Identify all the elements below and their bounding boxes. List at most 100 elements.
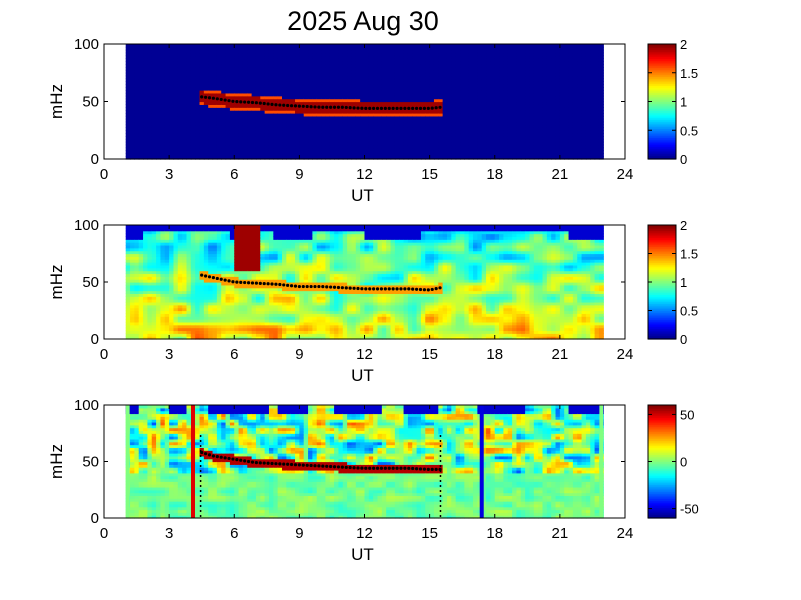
heatmap-cell — [390, 75, 396, 80]
heatmap-cell — [329, 61, 335, 65]
heatmap-cell — [264, 110, 270, 114]
heatmap-cell — [433, 150, 439, 154]
heatmap-cell — [403, 124, 409, 128]
heatmap-cell — [277, 64, 283, 68]
heatmap-cell — [264, 141, 270, 146]
heatmap-cell — [208, 133, 214, 137]
heatmap-cell — [238, 138, 244, 143]
heatmap-cell — [412, 81, 418, 85]
x-tick-label: 9 — [295, 166, 303, 183]
heatmap-cell — [360, 147, 366, 151]
heatmap-cell — [290, 69, 296, 74]
heatmap-cell — [151, 75, 157, 80]
heatmap-cell — [234, 46, 240, 51]
heatmap-cell — [312, 124, 318, 128]
heatmap-cell — [221, 46, 227, 51]
heatmap-cell — [125, 107, 131, 111]
heatmap-cell — [538, 44, 544, 48]
heatmap-cell — [147, 127, 153, 131]
heatmap-cell — [329, 98, 335, 103]
heatmap-cell — [425, 61, 431, 65]
heatmap-cell — [429, 69, 435, 74]
heatmap-cell — [329, 44, 335, 48]
heatmap-cell — [282, 107, 287, 111]
heatmap-cell — [386, 49, 392, 54]
heatmap-cell — [312, 141, 318, 146]
heatmap-cell — [208, 136, 214, 140]
heatmap-cell — [295, 69, 300, 74]
heatmap-cell — [156, 127, 162, 131]
heatmap-cell — [381, 115, 387, 120]
heatmap-cell — [342, 127, 348, 131]
heatmap-cell — [303, 95, 309, 100]
heatmap-cell — [282, 153, 287, 157]
heatmap-cell — [151, 107, 157, 111]
heatmap-cell — [420, 69, 426, 74]
heatmap-cell — [399, 55, 405, 59]
heatmap-cell — [290, 61, 296, 65]
heatmap-cell — [138, 46, 144, 51]
heatmap-cell — [295, 115, 300, 120]
heatmap-cell — [325, 153, 331, 157]
heatmap-cell — [130, 69, 135, 74]
heatmap-cell — [268, 58, 274, 62]
heatmap-cell — [255, 72, 261, 77]
heatmap-cell — [182, 52, 188, 57]
heatmap-cell — [390, 46, 396, 51]
heatmap-cell — [208, 147, 214, 151]
heatmap-cell — [221, 147, 227, 151]
heatmap-cell — [420, 127, 426, 131]
heatmap-cell — [399, 118, 405, 123]
heatmap-cell — [134, 147, 140, 151]
heatmap-cell — [368, 130, 374, 134]
heatmap-cell — [403, 133, 409, 137]
heatmap-cell — [329, 101, 335, 105]
heatmap-cell — [190, 52, 196, 57]
heatmap-cell — [216, 153, 222, 157]
heatmap-cell — [260, 87, 266, 91]
heatmap-cell — [177, 98, 183, 103]
heatmap-cell — [364, 156, 370, 160]
heatmap-cell — [386, 141, 392, 146]
heatmap-cell — [290, 130, 296, 134]
heatmap-cell — [338, 81, 344, 85]
heatmap-cell — [268, 107, 274, 111]
heatmap-cell — [203, 55, 209, 59]
heatmap-cell — [216, 72, 222, 77]
heatmap-cell — [368, 72, 374, 77]
ridge-point — [286, 103, 290, 108]
heatmap-cell — [321, 107, 327, 111]
heatmap-cell — [438, 95, 444, 100]
heatmap-cell — [242, 84, 248, 88]
heatmap-cell — [412, 84, 418, 88]
heatmap-cell — [381, 72, 387, 77]
heatmap-cell — [360, 150, 366, 154]
heatmap-cell — [360, 92, 366, 97]
heatmap-cell — [164, 107, 170, 111]
heatmap-cell — [234, 136, 240, 140]
heatmap-cell — [429, 156, 435, 160]
heatmap-cell — [182, 138, 188, 143]
heatmap-cell — [216, 84, 222, 88]
heatmap-cell — [429, 55, 435, 59]
heatmap-cell — [268, 98, 274, 103]
heatmap-cell — [160, 147, 166, 151]
ridge-point — [399, 106, 403, 110]
heatmap-cell — [134, 104, 140, 108]
heatmap-cell — [203, 87, 209, 91]
heatmap-cell — [442, 113, 448, 117]
heatmap-cell — [303, 127, 309, 131]
heatmap-cell — [334, 138, 340, 143]
heatmap-cell — [312, 90, 318, 94]
heatmap-cell — [373, 127, 379, 131]
heatmap-cell — [342, 136, 348, 140]
heatmap-cell — [438, 118, 444, 123]
heatmap-cell — [134, 67, 140, 71]
heatmap-cell — [412, 110, 418, 114]
heatmap-cell — [212, 72, 218, 77]
heatmap-cell — [433, 118, 439, 123]
heatmap-cell — [125, 78, 131, 82]
heatmap-cell — [394, 75, 400, 80]
heatmap-cell — [182, 64, 188, 68]
heatmap-cell — [234, 133, 240, 137]
